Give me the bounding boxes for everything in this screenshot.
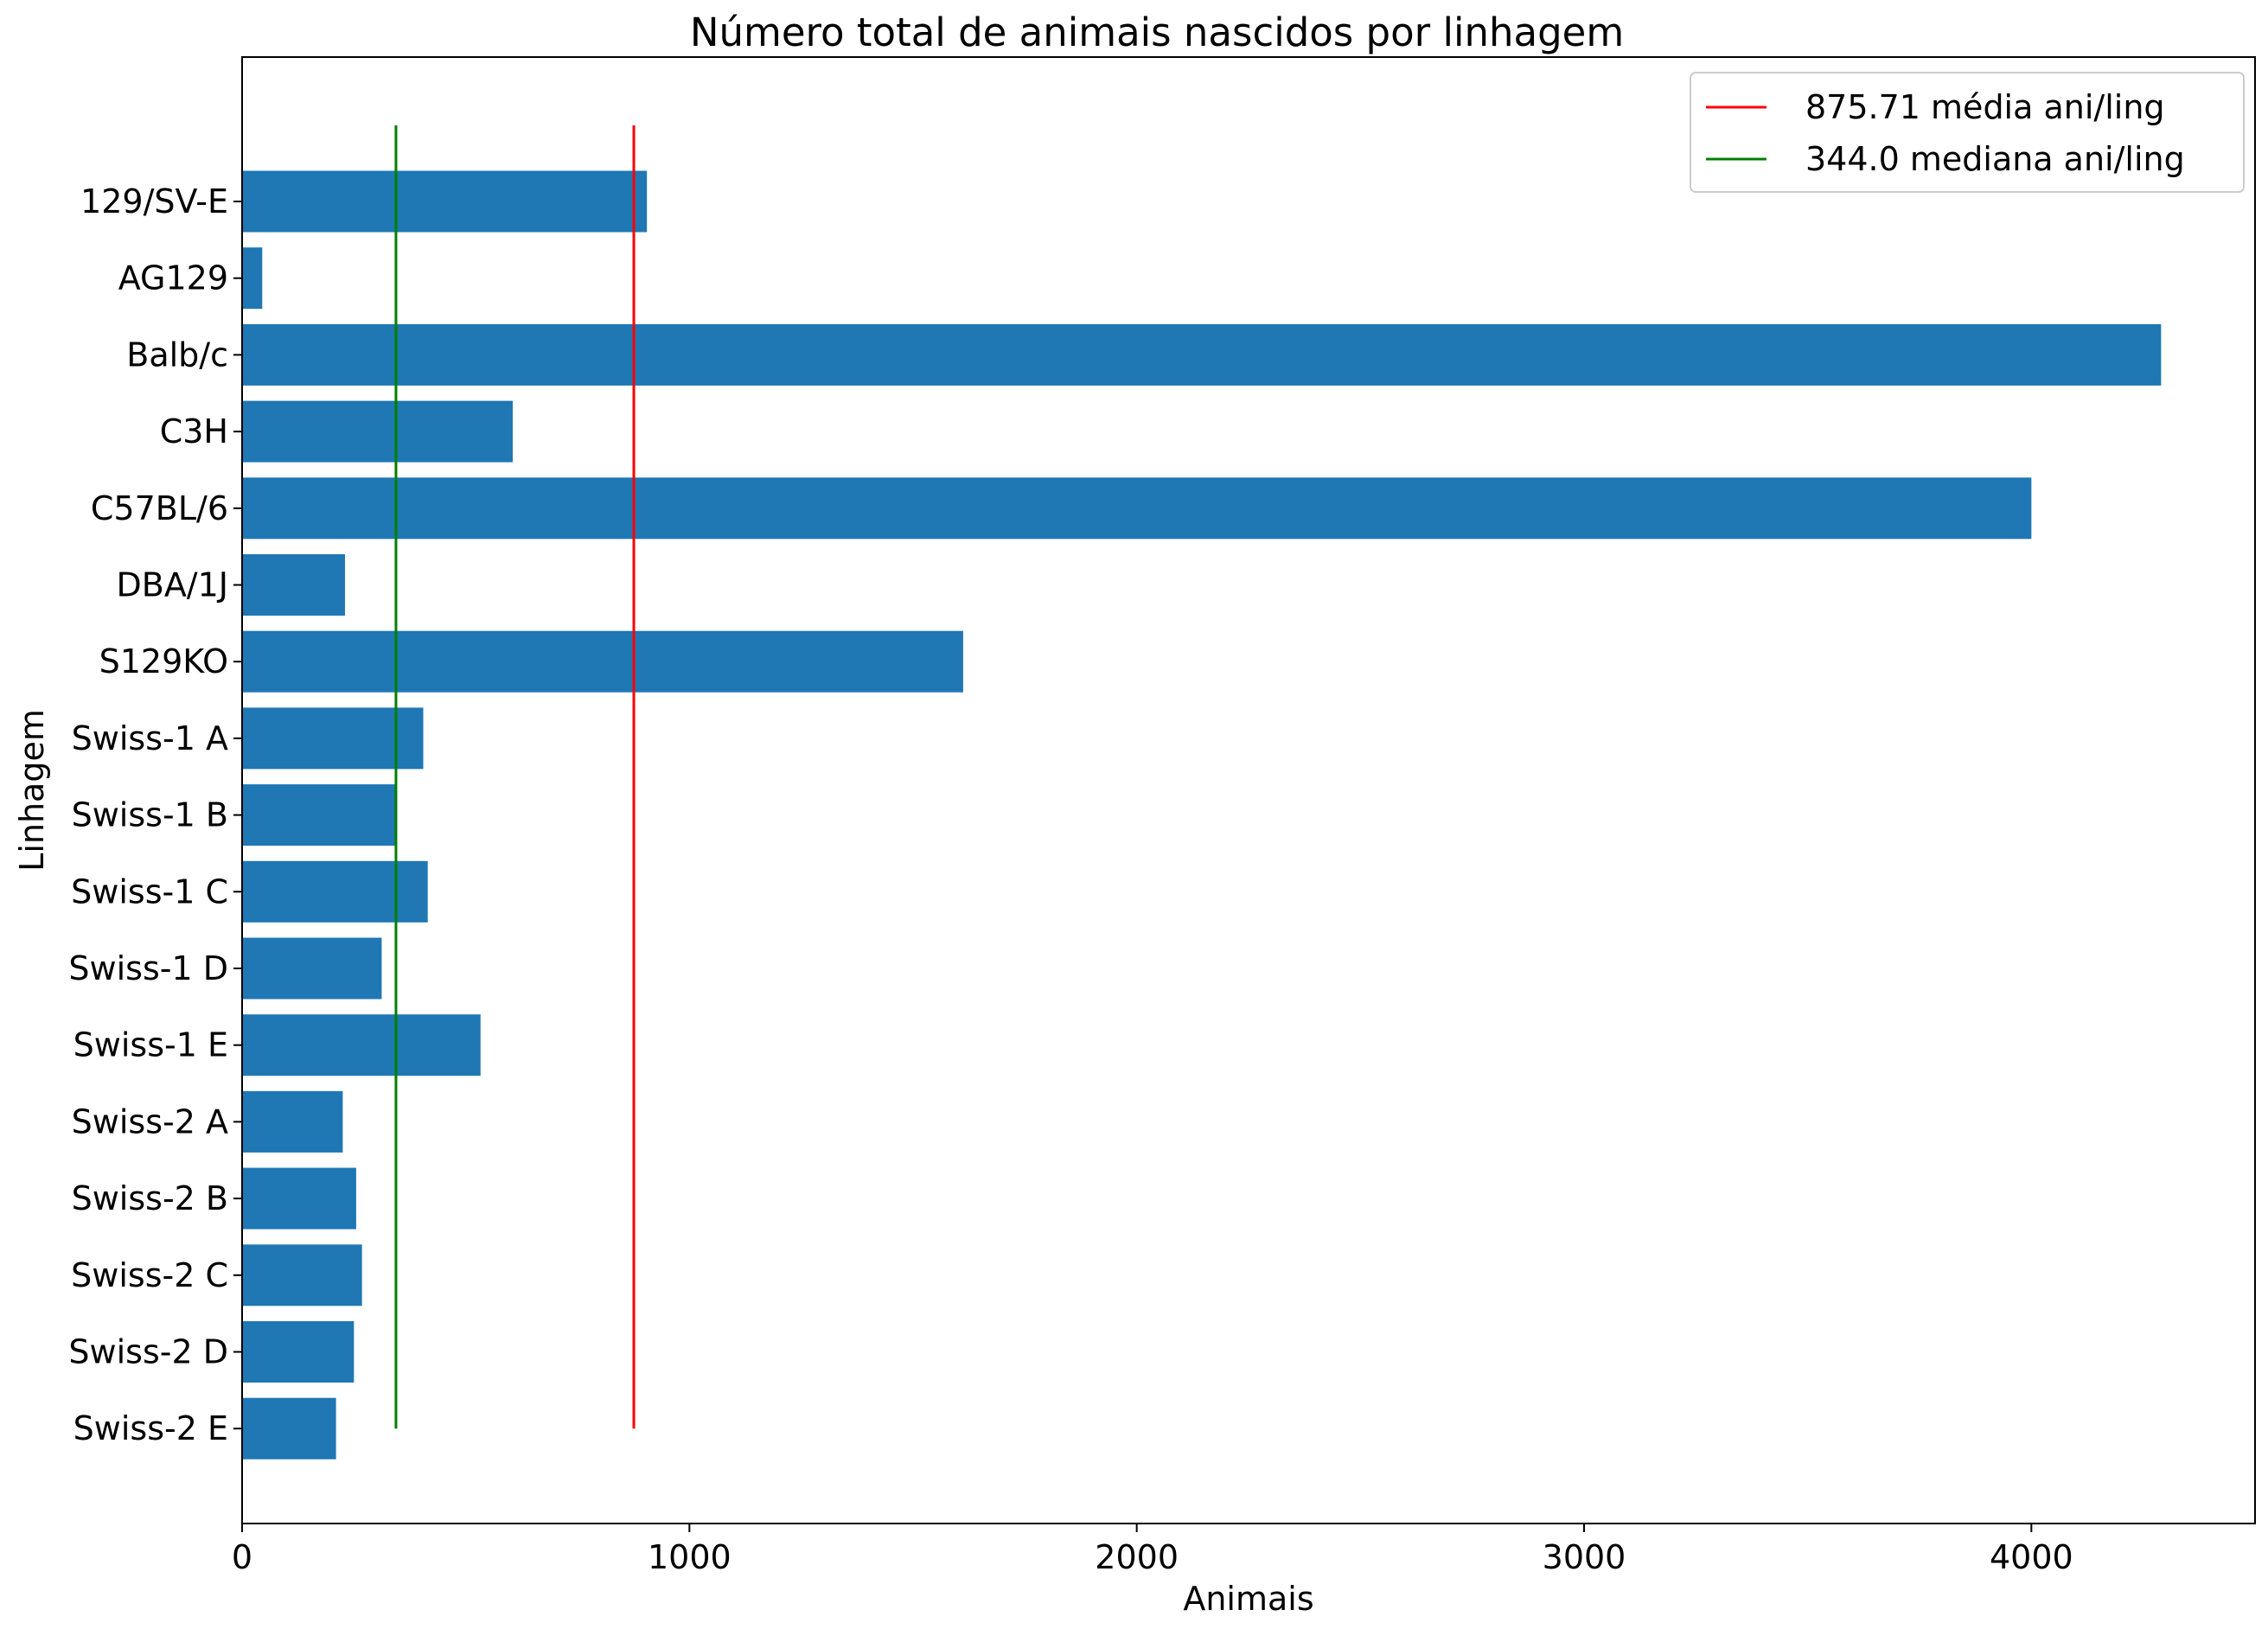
bar-2 <box>242 323 2162 386</box>
legend-label-median: 344.0 mediana ani/ling <box>1805 140 2185 178</box>
y-tick-label-11: Swiss-1 E <box>73 1026 228 1064</box>
bar-12 <box>242 1090 343 1153</box>
bar-13 <box>242 1167 356 1230</box>
bar-10 <box>242 937 382 1000</box>
y-tick-label-10: Swiss-1 D <box>68 949 228 987</box>
bar-5 <box>242 554 345 616</box>
y-tick-label-3: C3H <box>160 412 228 450</box>
y-tick-label-15: Swiss-2 D <box>68 1333 228 1371</box>
y-tick-label-8: Swiss-1 B <box>72 796 228 834</box>
reference-lines <box>394 125 636 1429</box>
y-tick-label-0: 129/SV-E <box>80 182 228 220</box>
bar-16 <box>242 1397 336 1460</box>
bar-3 <box>242 400 513 463</box>
y-tick-label-2: Balb/c <box>126 335 228 374</box>
y-tick-label-4: C57BL/6 <box>91 489 228 527</box>
y-axis-label: Linhagem <box>13 709 51 872</box>
bar-9 <box>242 860 428 923</box>
bar-11 <box>242 1014 481 1076</box>
x-tick-label-1: 1000 <box>648 1538 732 1576</box>
y-axis-ticks: 129/SV-E AG129 Balb/c C3H C57BL/6 DBA/1J S129K… <box>68 182 242 1447</box>
y-tick-label-6: S129KO <box>99 642 228 680</box>
bar-4 <box>242 477 2032 540</box>
bars <box>242 170 2162 1460</box>
y-tick-label-13: Swiss-2 B <box>72 1179 228 1217</box>
y-tick-label-5: DBA/1J <box>116 566 228 604</box>
x-tick-label-0: 0 <box>232 1538 252 1576</box>
y-tick-label-14: Swiss-2 C <box>71 1256 228 1294</box>
bar-15 <box>242 1321 355 1383</box>
bar-14 <box>242 1244 362 1306</box>
x-axis-ticks: 0 1000 2000 3000 4000 <box>232 1524 2073 1576</box>
y-tick-label-9: Swiss-1 C <box>71 872 228 910</box>
legend: 875.71 média ani/ling 344.0 mediana ani/… <box>1690 72 2245 193</box>
x-tick-label-3: 3000 <box>1543 1538 1626 1576</box>
legend-label-mean: 875.71 média ani/ling <box>1805 88 2165 126</box>
y-tick-label-12: Swiss-2 A <box>72 1102 228 1140</box>
bar-7 <box>242 707 424 770</box>
x-axis-label: Animais <box>1183 1580 1313 1618</box>
y-tick-label-16: Swiss-2 E <box>73 1409 228 1447</box>
y-tick-label-1: AG129 <box>118 259 228 297</box>
bar-0 <box>242 170 648 233</box>
x-tick-label-2: 2000 <box>1095 1538 1179 1576</box>
x-tick-label-4: 4000 <box>1990 1538 2073 1576</box>
plot-area-frame <box>241 56 2256 1524</box>
y-tick-label-7: Swiss-1 A <box>72 719 228 757</box>
legend-box <box>1690 72 2245 193</box>
chart-title: Número total de animais nascidos por lin… <box>690 10 1624 55</box>
bar-8 <box>242 784 396 846</box>
bar-1 <box>242 247 263 310</box>
bar-6 <box>242 630 963 693</box>
